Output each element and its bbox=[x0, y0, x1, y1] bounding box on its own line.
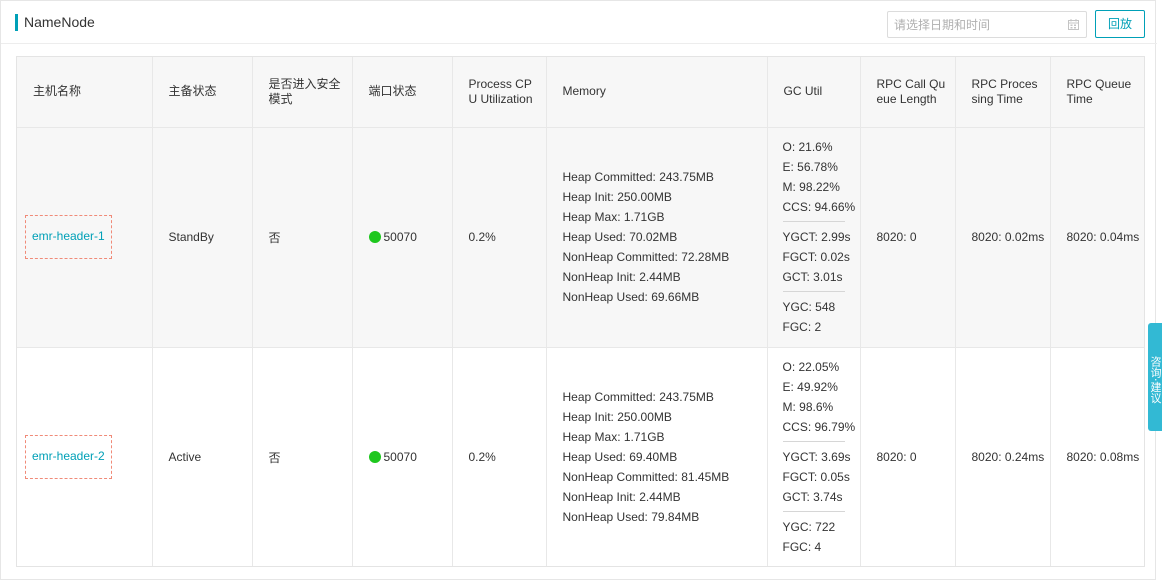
cell-gc-util: O: 21.6% E: 56.78% M: 98.22% CCS: 94.66%… bbox=[767, 127, 861, 348]
gc-count-group: YGC: 722 FGC: 4 bbox=[783, 517, 845, 557]
gc-line: GCT: 3.74s bbox=[782, 490, 843, 504]
page-title: NameNode bbox=[24, 14, 95, 30]
date-time-picker[interactable] bbox=[887, 11, 1087, 38]
col-header-rpc-call-queue: RPC Call Queue Length bbox=[860, 57, 956, 128]
gc-line: FGCT: 0.05s bbox=[782, 470, 850, 484]
gc-divider bbox=[782, 221, 845, 222]
cell-memory: Heap Committed: 243.75MB Heap Init: 250.… bbox=[546, 347, 768, 566]
gc-line: YGCT: 2.99s bbox=[782, 230, 851, 244]
memory-line: NonHeap Committed: 81.45MB bbox=[562, 470, 730, 484]
col-header-memory: Memory bbox=[546, 57, 768, 128]
memory-line: Heap Init: 250.00MB bbox=[562, 190, 672, 204]
cell-gc-util: O: 22.05% E: 49.92% M: 98.6% CCS: 96.79%… bbox=[767, 347, 861, 566]
table-header-row: 主机名称 主备状态 是否进入安全模式 端口状态 Process CPU Util… bbox=[17, 57, 1144, 128]
cell-port: 50070 bbox=[352, 347, 453, 566]
cell-safe-mode: 否 bbox=[252, 347, 353, 566]
memory-line: Heap Used: 70.02MB bbox=[562, 230, 678, 244]
panel-header: NameNode 回放 bbox=[1, 1, 1157, 44]
gc-line: O: 21.6% bbox=[782, 140, 833, 154]
gc-line: M: 98.6% bbox=[782, 400, 834, 414]
table-row: emr-header-1 StandBy 否 50070 0.2% Heap C… bbox=[17, 127, 1144, 348]
cell-port: 50070 bbox=[352, 127, 453, 348]
gc-divider bbox=[782, 441, 845, 442]
memory-line: Heap Committed: 243.75MB bbox=[562, 170, 714, 184]
namenode-table: 主机名称 主备状态 是否进入安全模式 端口状态 Process CPU Util… bbox=[16, 56, 1145, 567]
memory-line: NonHeap Init: 2.44MB bbox=[562, 270, 681, 284]
feedback-side-tab[interactable]: 咨询·建议 bbox=[1148, 323, 1162, 431]
cell-safe-mode: 否 bbox=[252, 127, 353, 348]
gc-line: GCT: 3.01s bbox=[782, 270, 843, 284]
col-header-cpu: Process CPU Utilization bbox=[452, 57, 547, 128]
cell-rpc-processing: 8020: 0.24ms bbox=[955, 347, 1051, 566]
gc-time-group: YGCT: 3.69s FGCT: 0.05s GCT: 3.74s bbox=[782, 447, 851, 507]
gc-count-group: YGC: 548 FGC: 2 bbox=[783, 297, 845, 337]
gc-line: YGCT: 3.69s bbox=[782, 450, 851, 464]
col-header-safe-mode: 是否进入安全模式 bbox=[252, 57, 353, 128]
host-highlight-box: emr-header-1 bbox=[25, 215, 112, 259]
memory-line: Heap Max: 1.71GB bbox=[562, 430, 665, 444]
cell-rpc-queue-time: 8020: 0.08ms bbox=[1050, 347, 1144, 566]
cell-rpc-call-queue: 8020: 0 bbox=[860, 347, 956, 566]
cell-ha-state: StandBy bbox=[152, 127, 253, 348]
cell-cpu: 0.2% bbox=[452, 347, 547, 566]
gc-line: CCS: 94.66% bbox=[782, 200, 856, 214]
memory-line: NonHeap Init: 2.44MB bbox=[562, 490, 681, 504]
gc-line: FGCT: 0.02s bbox=[782, 250, 850, 264]
host-link[interactable]: emr-header-1 bbox=[32, 229, 105, 243]
gc-line: E: 56.78% bbox=[782, 160, 838, 174]
memory-line: Heap Max: 1.71GB bbox=[562, 210, 665, 224]
memory-line: NonHeap Used: 79.84MB bbox=[562, 510, 700, 524]
host-link[interactable]: emr-header-2 bbox=[32, 449, 105, 463]
cell-rpc-call-queue: 8020: 0 bbox=[860, 127, 956, 348]
col-header-gc-util: GC Util bbox=[767, 57, 861, 128]
cell-memory: Heap Committed: 243.75MB Heap Init: 250.… bbox=[546, 127, 768, 348]
replay-button[interactable]: 回放 bbox=[1095, 10, 1145, 38]
gc-line: YGC: 548 bbox=[782, 300, 836, 314]
cell-ha-state: Active bbox=[152, 347, 253, 566]
cell-rpc-queue-time: 8020: 0.04ms bbox=[1050, 127, 1144, 348]
gc-util-group: O: 21.6% E: 56.78% M: 98.22% CCS: 94.66% bbox=[782, 137, 856, 217]
host-highlight-box: emr-header-2 bbox=[25, 435, 112, 479]
gc-line: E: 49.92% bbox=[782, 380, 838, 394]
memory-line: Heap Init: 250.00MB bbox=[562, 410, 672, 424]
memory-line: NonHeap Used: 69.66MB bbox=[562, 290, 700, 304]
col-header-rpc-queue-time: RPC Queue Time bbox=[1050, 57, 1144, 128]
status-dot-icon bbox=[368, 451, 381, 463]
memory-line: Heap Used: 69.40MB bbox=[562, 450, 678, 464]
gc-line: YGC: 722 bbox=[782, 520, 836, 534]
date-time-input[interactable] bbox=[888, 12, 1058, 37]
col-header-ha-state: 主备状态 bbox=[152, 57, 253, 128]
col-header-hostname: 主机名称 bbox=[17, 57, 153, 128]
col-header-rpc-processing: RPC Processing Time bbox=[955, 57, 1051, 128]
port-value: 50070 bbox=[383, 230, 417, 244]
gc-line: M: 98.22% bbox=[782, 180, 840, 194]
gc-line: FGC: 4 bbox=[782, 540, 822, 554]
title-accent-bar bbox=[15, 14, 18, 31]
cell-rpc-processing: 8020: 0.02ms bbox=[955, 127, 1051, 348]
col-header-port-state: 端口状态 bbox=[352, 57, 453, 128]
table-row: emr-header-2 Active 否 50070 0.2% Heap Co… bbox=[17, 347, 1144, 566]
gc-divider bbox=[782, 291, 845, 292]
gc-line: O: 22.05% bbox=[782, 360, 840, 374]
status-dot-icon bbox=[368, 231, 381, 243]
cell-host: emr-header-2 bbox=[17, 347, 153, 566]
memory-line: NonHeap Committed: 72.28MB bbox=[562, 250, 730, 264]
cell-cpu: 0.2% bbox=[452, 127, 547, 348]
cell-host: emr-header-1 bbox=[17, 127, 153, 348]
gc-line: CCS: 96.79% bbox=[782, 420, 856, 434]
calendar-icon bbox=[1068, 19, 1079, 30]
gc-util-group: O: 22.05% E: 49.92% M: 98.6% CCS: 96.79% bbox=[782, 357, 856, 437]
port-value: 50070 bbox=[383, 450, 417, 464]
memory-line: Heap Committed: 243.75MB bbox=[562, 390, 714, 404]
gc-divider bbox=[782, 511, 845, 512]
gc-time-group: YGCT: 2.99s FGCT: 0.02s GCT: 3.01s bbox=[782, 227, 851, 287]
gc-line: FGC: 2 bbox=[782, 320, 822, 334]
